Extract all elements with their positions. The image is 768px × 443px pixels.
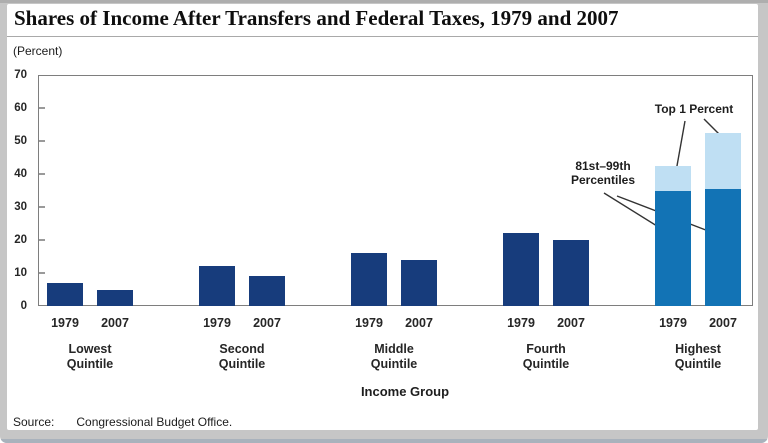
annotation-81st-99th-percentiles: 81st–99th Percentiles	[570, 159, 636, 187]
y-axis-tick-mark	[39, 206, 45, 208]
x-axis-year-label: 1979	[203, 316, 231, 330]
bar-segment-quintile-total	[503, 233, 539, 306]
y-axis-tick-mark	[39, 272, 45, 274]
bar-segment-quintile-total	[199, 266, 235, 306]
x-axis-year-label: 1979	[51, 316, 79, 330]
bar-segment-quintile-total	[553, 240, 589, 306]
y-axis-tick-mark	[39, 239, 45, 241]
y-axis-tick-label: 50	[14, 135, 27, 147]
x-axis-year-label: 2007	[405, 316, 433, 330]
title-divider	[7, 36, 758, 37]
bar-segment-81st-99th-percentiles	[655, 190, 691, 306]
x-axis-group-label: Second Quintile	[218, 342, 266, 371]
y-axis-tick-label: 60	[14, 102, 27, 114]
y-axis-tick-label: 0	[20, 300, 27, 312]
bar-segment-quintile-total	[47, 282, 83, 306]
x-axis-year-label: 1979	[507, 316, 535, 330]
x-axis-year-label: 2007	[253, 316, 281, 330]
bar-segment-81st-99th-percentiles	[705, 188, 741, 306]
source-line: Source: Congressional Budget Office.	[13, 415, 232, 429]
x-axis-group-label: Fourth Quintile	[522, 342, 570, 371]
y-axis-tick-label: 20	[14, 234, 27, 246]
source-label: Source:	[13, 415, 55, 429]
bar-segment-quintile-total	[401, 259, 437, 306]
chart-title: Shares of Income After Transfers and Fed…	[14, 6, 619, 30]
bar-segment-quintile-total	[351, 253, 387, 306]
x-axis-group-label: Lowest Quintile	[66, 342, 114, 371]
x-axis-year-label: 2007	[101, 316, 129, 330]
y-axis-tick-mark	[39, 173, 45, 175]
y-axis-tick-mark	[39, 107, 45, 109]
x-axis-year-label: 1979	[659, 316, 687, 330]
bar-segment-quintile-total	[97, 289, 133, 306]
y-axis-tick-label: 10	[14, 267, 27, 279]
bar-segment-top-1-percent	[655, 165, 691, 191]
x-axis-year-label: 2007	[557, 316, 585, 330]
bar-segment-top-1-percent	[705, 132, 741, 189]
plot-area	[38, 75, 753, 306]
source-text: Congressional Budget Office.	[76, 415, 233, 429]
x-axis-group-label: Middle Quintile	[370, 342, 418, 371]
x-axis-year-label: 2007	[709, 316, 737, 330]
y-axis-tick-label: 40	[14, 168, 27, 180]
bar-segment-quintile-total	[249, 276, 285, 306]
y-axis-tick-mark	[39, 140, 45, 142]
annotation-top-1-percent: Top 1 Percent	[654, 102, 734, 116]
y-axis-tick-label: 70	[14, 69, 27, 81]
y-axis-tick-label: 30	[14, 201, 27, 213]
x-axis-group-label: Highest Quintile	[674, 342, 722, 371]
x-axis-year-label: 1979	[355, 316, 383, 330]
x-axis-title: Income Group	[360, 384, 450, 399]
y-axis-units-label: (Percent)	[13, 44, 63, 58]
